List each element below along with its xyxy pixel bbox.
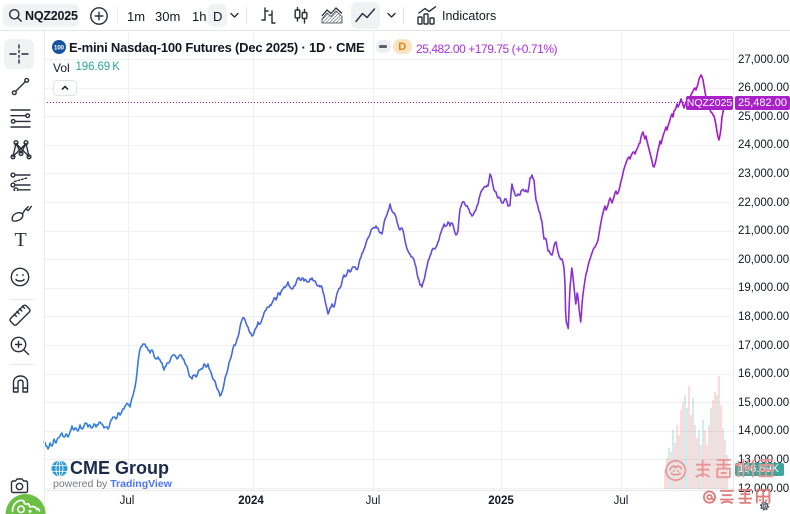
svg-text:100: 100 <box>53 45 64 51</box>
